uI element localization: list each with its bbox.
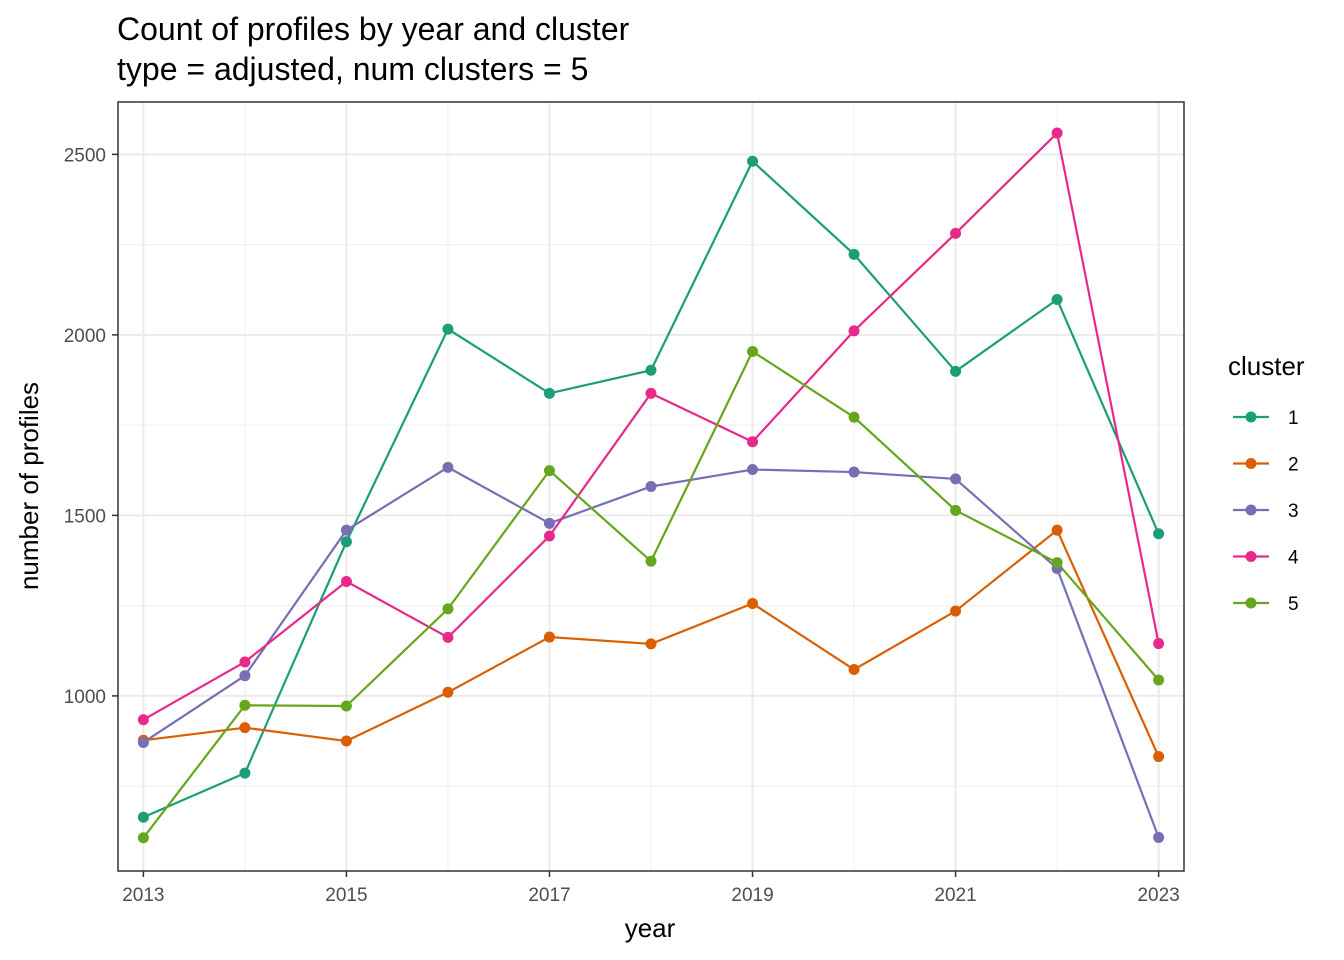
legend-key-point-2 [1245,458,1257,469]
x-tick-label: 2013 [122,885,164,906]
y-axis-title: number of profiles [14,382,44,590]
data-point-4 [442,631,454,643]
data-point-3 [747,464,759,476]
legend-label-5: 5 [1288,594,1299,615]
data-point-1 [1153,528,1165,540]
data-point-2 [1153,751,1165,763]
legend-key-point-1 [1245,411,1257,423]
data-point-2 [442,686,454,698]
data-point-3 [442,461,454,473]
data-point-4 [340,575,352,587]
x-tick-label: 2015 [325,885,367,906]
legend-key-point-3 [1245,504,1257,516]
data-point-5 [950,504,962,516]
data-point-4 [950,227,962,239]
data-point-4 [543,530,555,542]
data-point-5 [1051,557,1063,569]
data-point-1 [848,248,860,260]
data-point-1 [645,364,657,376]
x-tick-label: 2019 [731,885,773,906]
data-point-4 [137,714,149,726]
legend-label-3: 3 [1288,501,1299,522]
data-point-4 [848,325,860,337]
data-point-3 [340,524,352,536]
data-point-1 [747,155,759,167]
legend-title: cluster [1228,351,1305,381]
data-point-5 [442,603,454,615]
x-tick-label: 2017 [528,885,570,906]
y-tick-label: 1000 [64,687,106,708]
panel-border [117,101,1185,872]
data-point-1 [442,323,454,335]
data-point-2 [950,605,962,617]
data-point-3 [645,481,657,492]
data-point-4 [747,436,759,448]
data-point-1 [239,767,251,779]
data-point-5 [137,832,149,844]
chart-title: Count of profiles by year and cluster [117,11,630,47]
y-tick-label: 2000 [64,326,106,347]
data-point-3 [848,466,860,478]
data-point-5 [1153,674,1165,686]
data-point-5 [239,699,251,711]
data-point-5 [747,345,759,357]
x-axis-title: year [625,913,676,943]
data-point-1 [1051,293,1063,305]
x-tick-label: 2021 [934,885,976,906]
data-point-5 [645,555,657,567]
y-tick-label: 2500 [64,145,106,166]
data-point-3 [950,473,962,485]
data-point-4 [239,656,251,668]
legend-label-2: 2 [1288,455,1299,476]
data-point-5 [848,411,860,423]
data-point-2 [1051,524,1063,536]
legend-key-point-4 [1245,551,1257,562]
legend-label-1: 1 [1288,408,1299,429]
legend: cluster 1 2 3 4 5 [1228,351,1305,615]
legend-key-point-5 [1245,597,1257,609]
data-point-2 [543,631,555,643]
data-point-3 [543,517,555,529]
data-point-2 [340,735,352,747]
data-point-1 [340,536,352,548]
legend-label-4: 4 [1288,548,1299,569]
data-point-3 [137,736,149,748]
data-point-3 [239,670,251,682]
data-point-2 [747,597,759,609]
data-point-2 [645,638,657,650]
data-point-4 [645,387,657,399]
data-point-5 [543,465,555,477]
data-point-4 [1153,638,1165,650]
data-point-1 [543,387,555,399]
data-point-1 [137,811,149,823]
plot-panel: 2013 2015 2017 2019 2021 2023 1000 1500 2000 2500 [64,101,1185,906]
data-point-2 [239,722,251,734]
data-point-4 [1051,127,1063,139]
chart-subtitle: type = adjusted, num clusters = 5 [117,51,588,87]
x-tick-label: 2023 [1137,885,1179,906]
data-point-5 [340,700,352,712]
data-point-2 [848,664,860,676]
data-point-1 [950,365,962,377]
data-point-3 [1153,831,1165,843]
y-tick-label: 1500 [64,506,106,527]
